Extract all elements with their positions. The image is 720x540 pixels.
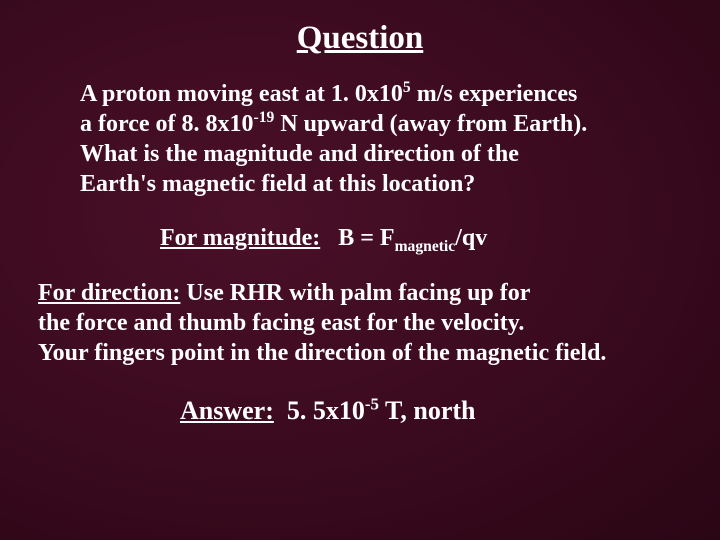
answer-label: Answer: — [180, 396, 274, 425]
question-part4: Earth's magnetic field at this location? — [80, 171, 475, 197]
answer-exp: -5 — [365, 394, 379, 413]
answer-part-b: T, north — [379, 396, 476, 425]
answer-part-a: 5. 5x10 — [274, 396, 365, 425]
magnitude-line: For magnitude: B = Fmagnetic/qv — [30, 225, 690, 252]
direction-part3: Your fingers point in the direction of t… — [38, 340, 606, 366]
magnitude-label: For magnitude: — [160, 225, 320, 251]
question-exp2: -19 — [254, 109, 275, 126]
question-part1b: m/s experiences — [411, 81, 578, 107]
question-part2a: a force of 8. 8x10 — [80, 111, 254, 137]
formula-part-b: /qv — [455, 225, 487, 251]
question-exp1: 5 — [403, 79, 411, 96]
question-part2b: N upward (away from Earth). — [274, 111, 587, 137]
slide-title: Question — [30, 20, 690, 57]
question-part3: What is the magnitude and direction of t… — [80, 141, 519, 167]
formula-sub: magnetic — [395, 238, 456, 255]
direction-label: For direction: — [38, 280, 180, 306]
direction-part1: Use RHR with palm facing up for — [180, 280, 530, 306]
direction-part2: the force and thumb facing east for the … — [38, 310, 524, 336]
answer-line: Answer: 5. 5x10-5 T, north — [30, 396, 690, 426]
direction-block: For direction: Use RHR with palm facing … — [30, 278, 690, 368]
formula-part-a: B = F — [320, 225, 394, 251]
slide-container: Question A proton moving east at 1. 0x10… — [0, 0, 720, 540]
question-part1a: A proton moving east at 1. 0x10 — [80, 81, 403, 107]
question-text: A proton moving east at 1. 0x105 m/s exp… — [30, 79, 690, 199]
